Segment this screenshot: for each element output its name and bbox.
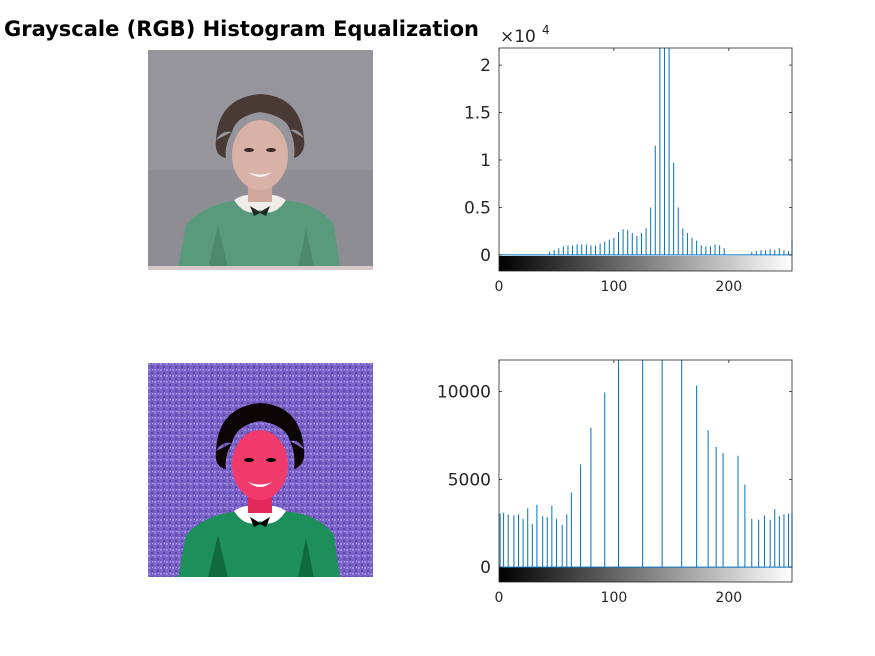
y-tick-label: 10000 <box>437 383 491 403</box>
y-tick-label: 2 <box>480 56 491 76</box>
equalized-photo <box>148 363 373 580</box>
y-tick-label: 1 <box>480 151 491 171</box>
x-tick-label: 200 <box>715 279 742 295</box>
portrait-photo-icon <box>148 50 373 270</box>
grayscale-colorbar <box>499 256 792 271</box>
y-tick-label: 1.5 <box>464 104 491 124</box>
exponent-label: ×10 <box>500 27 536 47</box>
y-tick-label: 0 <box>480 246 491 266</box>
histogram-0: 0 0.5 1 1.5 2 0 100 200 ×10 4 <box>464 23 793 295</box>
figure-title: Grayscale (RGB) Histogram Equalization <box>4 17 479 41</box>
x-tick-label: 100 <box>601 279 628 295</box>
grayscale-colorbar <box>499 567 792 582</box>
original-photo <box>148 50 373 270</box>
histogram-1: 0 5000 10000 0 100 200 <box>437 359 793 606</box>
x-tick-label: 0 <box>495 590 504 606</box>
y-tick-label: 5000 <box>448 470 491 490</box>
exponent-power: 4 <box>542 23 550 37</box>
y-tick-label: 0.5 <box>464 198 491 218</box>
x-tick-label: 0 <box>495 279 504 295</box>
x-tick-label: 200 <box>715 590 742 606</box>
axes-box <box>498 359 793 583</box>
portrait-photo-icon <box>148 363 373 580</box>
axes-box <box>498 47 793 272</box>
x-tick-label: 100 <box>601 590 628 606</box>
y-tick-label: 0 <box>480 558 491 578</box>
